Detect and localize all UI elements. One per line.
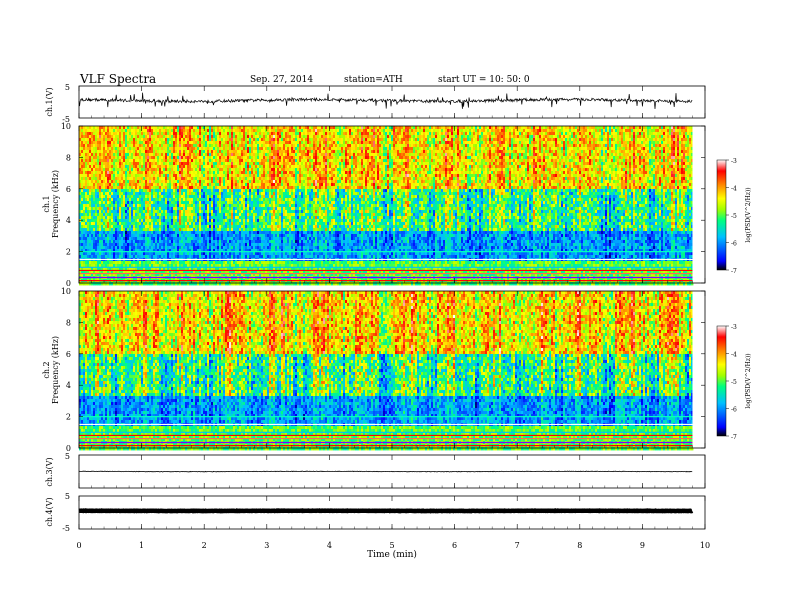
ch3-waveform-panel: ch.3(V) 5 (45, 452, 705, 488)
time-tick-6: 6 (452, 541, 457, 550)
ch1-colorbar: -3 -4 -5 -6 -7 log(PSD(V^2/Hz)) (717, 158, 752, 275)
time-axis-label: Time (min) (367, 549, 417, 560)
cbar1-ticks-label-2: -5 (731, 213, 737, 220)
time-tick-9: 9 (640, 541, 645, 550)
time-tick-7: 7 (515, 541, 520, 550)
ch2-spec-ylabel-top: ch.2 (42, 361, 51, 378)
figure-start-time: start UT = 10: 50: 0 (438, 75, 530, 85)
figure-station: station=ATH (344, 75, 403, 85)
figure-title: VLF Spectra (79, 72, 156, 86)
cbar1-ticks-label-0: -3 (731, 158, 737, 165)
time-tick-4: 4 (327, 541, 332, 550)
cbar2-ticks-label-2: -5 (731, 379, 737, 386)
ch2-colorbar: -3 -4 -5 -6 -7 log(PSD(V^2/Hz)) (717, 324, 752, 441)
ch1-ytick-5: 5 (65, 83, 70, 92)
cbar2-ticks-label-0: -3 (731, 324, 737, 331)
ch1-spec-ylabel: Frequency (kHz) (51, 170, 60, 238)
spec2-ytick-5: 10 (61, 287, 71, 296)
spec1-ytick-2: 4 (66, 216, 71, 225)
spec2-ytick-1: 2 (66, 413, 71, 422)
ch1-spec-ylabel-top: ch.1 (42, 195, 51, 212)
spec2-ytick-2: 4 (66, 381, 71, 390)
spec1-ytick-5: 10 (61, 122, 71, 131)
cbar1-ticks-label-1: -4 (731, 186, 737, 193)
cbar1-ticks-label-4: -7 (731, 268, 737, 275)
ch2-spec-ylabel: Frequency (kHz) (51, 336, 60, 404)
ch4-waveform-panel: ch.4(V) 5 -5 (45, 492, 705, 533)
ch3-waveform-line (79, 471, 692, 472)
spec1-ytick-3: 6 (66, 185, 71, 194)
spec2-ytick-3: 6 (66, 350, 71, 359)
ch1-waveform-line (79, 93, 692, 109)
ch3-waveform-ylabel: ch.3(V) (45, 457, 54, 486)
time-tick-10: 10 (700, 541, 710, 550)
cbar2-ticks-label-1: -4 (731, 352, 737, 359)
spec1-ytick-4: 8 (66, 153, 71, 162)
ch4-waveform-line (79, 511, 692, 512)
figure-date: Sep. 27, 2014 (250, 75, 313, 85)
cbar2-ticks-label-3: -6 (731, 407, 737, 414)
time-tick-1: 1 (139, 541, 144, 550)
time-tick-5: 5 (389, 541, 394, 550)
ch4-ytick-5: 5 (65, 492, 70, 501)
time-tick-3: 3 (264, 541, 269, 550)
ch4-waveform-ylabel: ch.4(V) (45, 497, 54, 526)
ch1-waveform-ylabel: ch.1(V) (45, 87, 54, 116)
ch4-ytick-neg5: -5 (62, 524, 70, 533)
time-tick-8: 8 (577, 541, 582, 550)
cbar1-ticks-label-3: -6 (731, 241, 737, 248)
time-tick-2: 2 (202, 541, 207, 550)
time-tick-0: 0 (76, 541, 81, 550)
spec2-ytick-4: 8 (66, 318, 71, 327)
ch1-colorbar-label: log(PSD(V^2/Hz)) (745, 187, 752, 242)
cbar2-ticks-label-4: -7 (731, 434, 737, 441)
ch2-colorbar-label: log(PSD(V^2/Hz)) (745, 353, 752, 408)
ch3-ytick-5: 5 (65, 452, 70, 461)
spec1-ytick-1: 2 (66, 248, 71, 257)
ch1-waveform-panel: ch.1(V) 5 -5 (45, 83, 705, 124)
